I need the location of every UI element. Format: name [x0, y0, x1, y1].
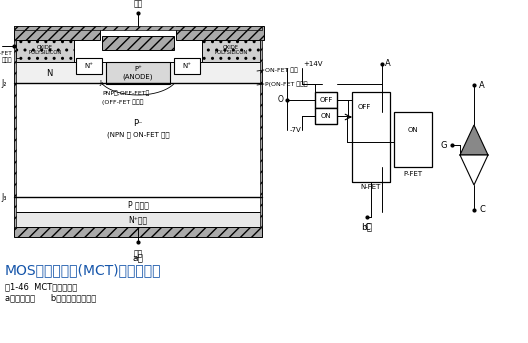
Text: P-FET: P-FET: [403, 171, 422, 177]
Text: OXIDE
POLYSILICON: OXIDE POLYSILICON: [29, 45, 62, 56]
Polygon shape: [460, 125, 488, 155]
Text: a）: a）: [133, 255, 144, 263]
Text: OXIDE
POLYSILICON: OXIDE POLYSILICON: [214, 45, 248, 56]
Bar: [16, 38, 74, 62]
Bar: [176, 26, 264, 40]
Text: ON: ON: [408, 127, 418, 133]
Text: G: G: [440, 141, 447, 150]
Text: +14V: +14V: [303, 61, 323, 67]
Bar: [14, 197, 262, 212]
Bar: [106, 62, 170, 84]
Text: P(ON-FET: P(ON-FET: [0, 50, 12, 56]
Bar: [76, 58, 102, 74]
Text: A: A: [385, 59, 391, 69]
Bar: [202, 38, 260, 62]
Bar: [315, 108, 337, 124]
Text: 阳极: 阳极: [134, 0, 143, 8]
Text: N-FET: N-FET: [360, 184, 380, 190]
Text: (OFF-FET 沟道）: (OFF-FET 沟道）: [102, 99, 144, 105]
Bar: [14, 26, 262, 30]
Bar: [14, 227, 262, 237]
Bar: [352, 92, 390, 182]
Text: C: C: [364, 223, 370, 232]
Bar: [315, 92, 337, 108]
Text: -7V: -7V: [290, 127, 301, 133]
Text: C: C: [479, 205, 485, 214]
Text: ON: ON: [320, 113, 331, 119]
Bar: [102, 36, 174, 50]
Text: O: O: [277, 95, 283, 105]
Bar: [260, 40, 262, 227]
Text: J₁: J₁: [100, 80, 105, 86]
Bar: [394, 112, 432, 167]
Text: MOS控制晶闸管(MCT)等相关介绍: MOS控制晶闸管(MCT)等相关介绍: [5, 263, 162, 277]
Text: 阴极: 阴极: [134, 249, 143, 258]
Bar: [14, 83, 262, 197]
Text: PNP基,OFF-FET基: PNP基,OFF-FET基: [102, 90, 149, 96]
Text: J₃: J₃: [2, 192, 7, 201]
Text: ON-FET 沟道: ON-FET 沟道: [265, 67, 298, 73]
Text: A: A: [479, 81, 485, 90]
Text: N⁺: N⁺: [183, 63, 192, 69]
Text: b）: b）: [362, 223, 373, 232]
Text: P⁺
(ANODE): P⁺ (ANODE): [122, 66, 153, 80]
Text: P(ON-FET 源极）: P(ON-FET 源极）: [265, 81, 308, 87]
Bar: [14, 62, 262, 83]
Text: OFF: OFF: [357, 104, 371, 110]
Bar: [14, 40, 16, 227]
Text: J₂: J₂: [2, 79, 7, 87]
Text: 图1-46  MCT结构原理图: 图1-46 MCT结构原理图: [5, 282, 77, 291]
Text: OFF: OFF: [319, 97, 333, 103]
Text: P⁻: P⁻: [133, 118, 143, 128]
Bar: [14, 26, 100, 40]
Text: a）内部结构      b）等效电路及符号: a）内部结构 b）等效电路及符号: [5, 293, 96, 302]
Text: N⁺: N⁺: [84, 63, 93, 69]
Text: 源极）: 源极）: [2, 57, 12, 63]
Polygon shape: [460, 155, 488, 185]
Text: P 缓冲层: P 缓冲层: [128, 200, 148, 209]
Text: (NPN 基 ON-FET 基）: (NPN 基 ON-FET 基）: [107, 132, 169, 138]
Bar: [14, 212, 262, 227]
Text: N: N: [46, 69, 52, 78]
Bar: [174, 58, 200, 74]
Text: N⁺基片: N⁺基片: [128, 215, 147, 224]
